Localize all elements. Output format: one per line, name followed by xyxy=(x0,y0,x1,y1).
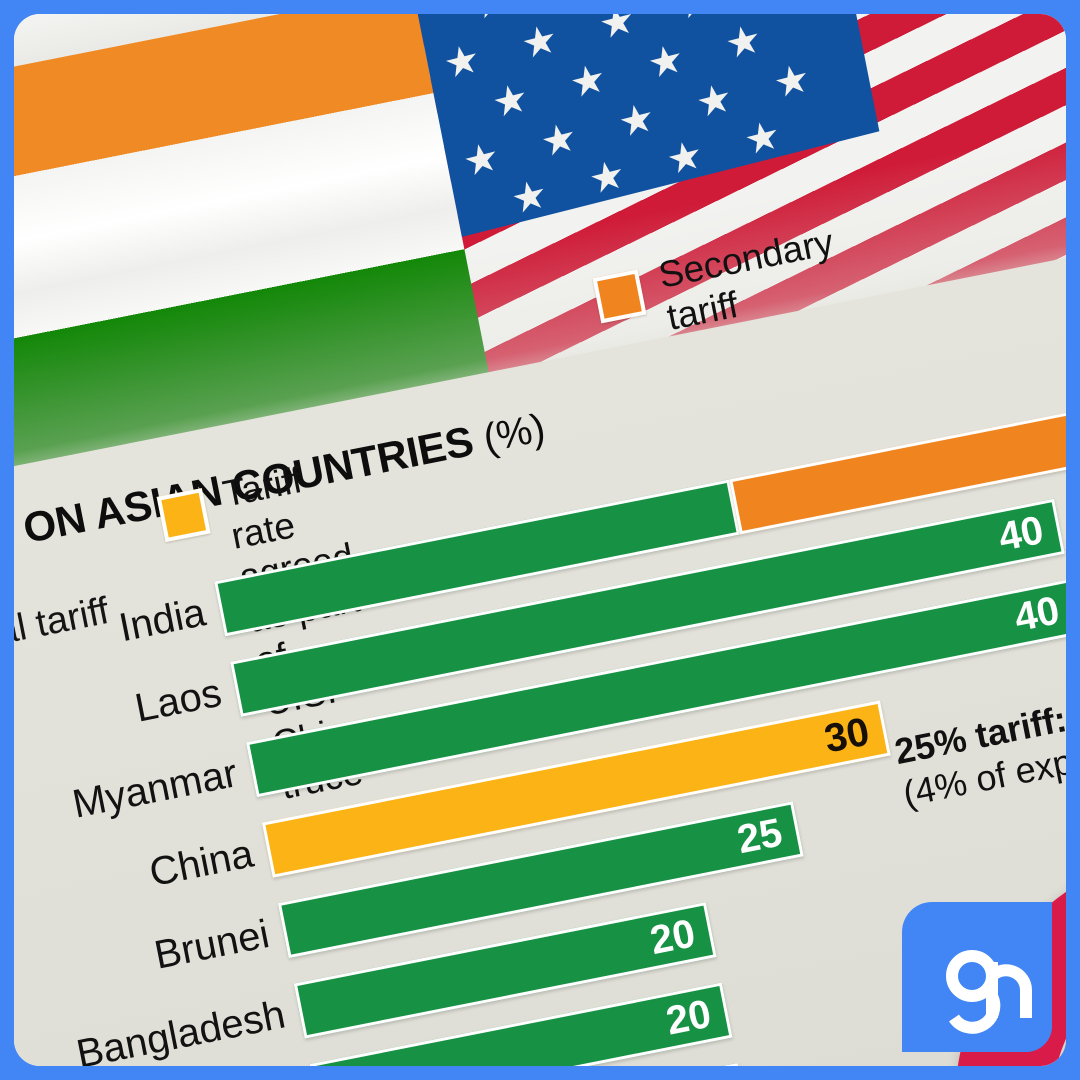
chart-title-unit: (%) xyxy=(479,405,549,461)
bar-value-label: 25 xyxy=(733,810,786,863)
bar-value-label: 30 xyxy=(820,709,873,762)
legend-swatch-truce xyxy=(156,488,211,543)
bar-value-label: 20 xyxy=(646,911,699,964)
gn-logo xyxy=(924,924,1052,1052)
legend-swatch-secondary xyxy=(592,269,647,324)
bar-value-label: 40 xyxy=(1010,588,1064,641)
rotated-infographic-plane: Donald Trump ... exports to the U.S. — t… xyxy=(14,14,1066,1066)
infographic-card: Donald Trump ... exports to the U.S. — t… xyxy=(14,14,1066,1066)
bar-value-label: 40 xyxy=(994,507,1048,560)
bar-value-label: 20 xyxy=(662,991,715,1044)
